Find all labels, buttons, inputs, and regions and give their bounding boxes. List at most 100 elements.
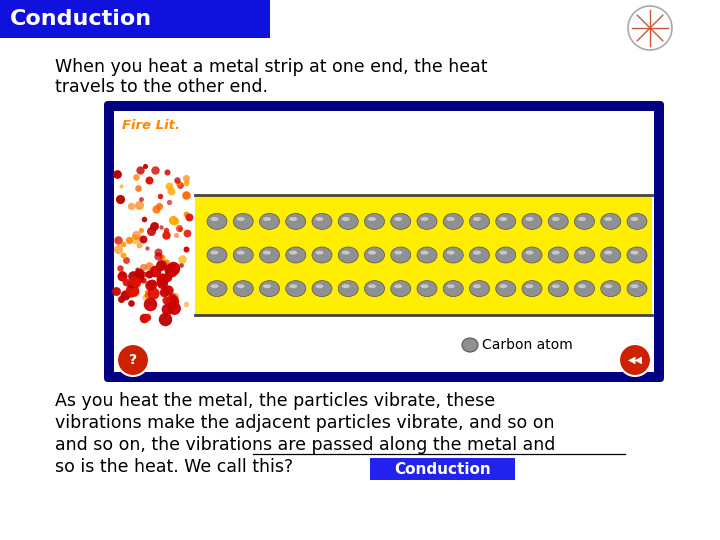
Ellipse shape xyxy=(342,217,350,221)
Point xyxy=(156,274,167,282)
Ellipse shape xyxy=(522,281,542,296)
Ellipse shape xyxy=(600,213,621,230)
Point xyxy=(147,288,158,297)
Point xyxy=(157,261,168,269)
Circle shape xyxy=(628,6,672,50)
Ellipse shape xyxy=(469,213,490,230)
Point xyxy=(120,288,131,297)
Point xyxy=(117,240,129,248)
Ellipse shape xyxy=(444,213,463,230)
Point xyxy=(171,176,183,184)
Ellipse shape xyxy=(312,281,332,296)
Ellipse shape xyxy=(315,217,323,221)
Text: vibrations make the adjacent particles vibrate, and so on: vibrations make the adjacent particles v… xyxy=(55,414,554,432)
Bar xyxy=(114,111,654,372)
Ellipse shape xyxy=(631,217,639,221)
Ellipse shape xyxy=(338,281,359,296)
Ellipse shape xyxy=(526,251,534,254)
Point xyxy=(114,195,126,204)
Ellipse shape xyxy=(631,284,639,288)
Point xyxy=(145,227,157,236)
Point xyxy=(135,226,147,234)
Ellipse shape xyxy=(552,284,559,288)
Ellipse shape xyxy=(315,251,323,254)
Ellipse shape xyxy=(286,281,306,296)
Ellipse shape xyxy=(263,217,271,221)
Point xyxy=(167,292,179,301)
Ellipse shape xyxy=(552,251,559,254)
Point xyxy=(138,235,149,244)
Ellipse shape xyxy=(391,213,410,230)
Circle shape xyxy=(117,344,149,376)
Point xyxy=(133,241,145,249)
Point xyxy=(138,314,150,322)
Point xyxy=(131,265,143,273)
Point xyxy=(125,280,137,288)
Point xyxy=(124,288,135,297)
Point xyxy=(139,161,150,170)
Point xyxy=(168,304,180,313)
Point xyxy=(180,245,192,254)
Point xyxy=(133,269,145,278)
Point xyxy=(161,295,172,304)
Point xyxy=(175,261,186,270)
Ellipse shape xyxy=(417,281,437,296)
Point xyxy=(142,244,153,252)
Point xyxy=(144,299,156,308)
Ellipse shape xyxy=(286,213,306,230)
Ellipse shape xyxy=(338,247,359,263)
Point xyxy=(119,291,130,299)
Point xyxy=(156,261,167,269)
Text: ◀◀: ◀◀ xyxy=(628,355,642,365)
Point xyxy=(127,271,138,280)
Point xyxy=(180,300,192,308)
Ellipse shape xyxy=(462,338,478,352)
Ellipse shape xyxy=(548,281,568,296)
Point xyxy=(171,267,183,276)
Point xyxy=(130,234,141,243)
Point xyxy=(150,219,162,228)
Point xyxy=(146,280,158,289)
Ellipse shape xyxy=(600,281,621,296)
Ellipse shape xyxy=(627,247,647,263)
Point xyxy=(163,198,175,207)
Text: As you heat the metal, the particles vibrate, these: As you heat the metal, the particles vib… xyxy=(55,392,495,410)
Text: Conduction: Conduction xyxy=(10,9,152,29)
Point xyxy=(180,191,192,199)
Point xyxy=(149,166,161,175)
Point xyxy=(130,279,142,287)
Ellipse shape xyxy=(575,213,595,230)
Point xyxy=(181,173,192,182)
Ellipse shape xyxy=(210,284,218,288)
Ellipse shape xyxy=(578,217,586,221)
Ellipse shape xyxy=(578,251,586,254)
Point xyxy=(115,295,127,303)
Point xyxy=(135,195,147,204)
Point xyxy=(138,276,149,285)
Point xyxy=(133,200,145,209)
Ellipse shape xyxy=(338,213,359,230)
Ellipse shape xyxy=(604,217,612,221)
Ellipse shape xyxy=(417,247,437,263)
Ellipse shape xyxy=(631,251,639,254)
Point xyxy=(156,279,168,288)
Point xyxy=(143,261,154,270)
Text: so is the heat. We call this?: so is the heat. We call this? xyxy=(55,458,293,476)
Ellipse shape xyxy=(391,281,410,296)
Ellipse shape xyxy=(315,284,323,288)
Point xyxy=(125,298,137,307)
Point xyxy=(173,179,184,188)
Text: and so on, the vibrations are passed along the metal and: and so on, the vibrations are passed alo… xyxy=(55,436,555,454)
Point xyxy=(149,267,161,275)
Ellipse shape xyxy=(627,213,647,230)
Point xyxy=(114,263,126,272)
Ellipse shape xyxy=(604,284,612,288)
Ellipse shape xyxy=(364,247,384,263)
Ellipse shape xyxy=(289,251,297,254)
Circle shape xyxy=(619,344,651,376)
Ellipse shape xyxy=(368,284,376,288)
Point xyxy=(141,312,153,321)
Point xyxy=(130,173,141,181)
Ellipse shape xyxy=(444,247,463,263)
Ellipse shape xyxy=(420,217,428,221)
